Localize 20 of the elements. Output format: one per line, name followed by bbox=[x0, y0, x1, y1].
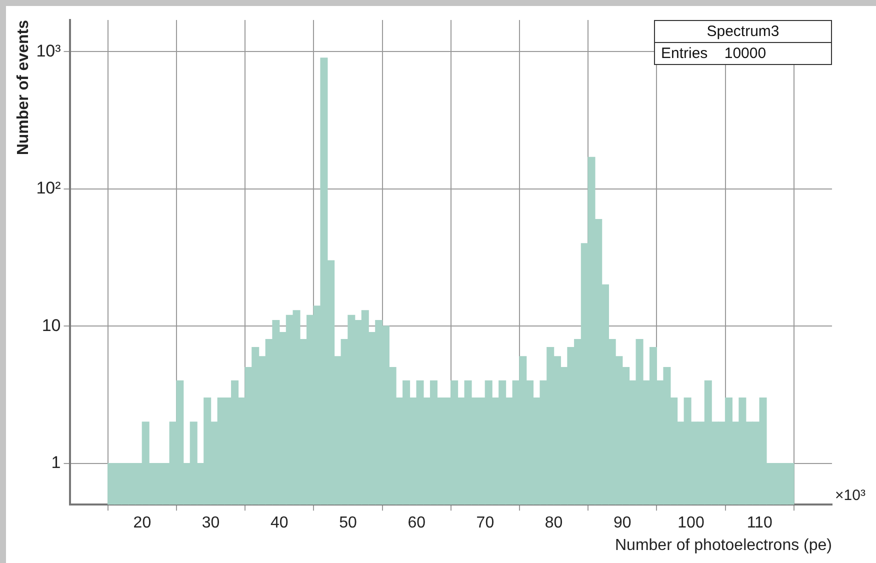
x-axis-title: Number of photoelectrons (pe) bbox=[615, 536, 832, 554]
x-tick-label: 40 bbox=[270, 514, 288, 532]
annotation: Spectrum3 bbox=[706, 22, 780, 42]
annotation: Entries 10000 bbox=[655, 42, 831, 64]
x-tick-label: 100 bbox=[678, 514, 704, 532]
x-tick-label: 60 bbox=[408, 514, 426, 532]
y-tick-label: 10 bbox=[42, 316, 61, 335]
text: ×10³ bbox=[835, 486, 866, 504]
x-tick-label: 90 bbox=[613, 514, 632, 532]
x-tick-label: 80 bbox=[544, 514, 563, 532]
y-axis-title: Number of events bbox=[15, 20, 32, 156]
x-tick-label: 70 bbox=[476, 514, 494, 532]
y-tick-label: 1 bbox=[51, 452, 61, 472]
y-tick-label: 10³ bbox=[36, 41, 62, 60]
stats-box: Spectrum3 Entries 10000 bbox=[654, 20, 832, 65]
x-tick-label: 110 bbox=[746, 514, 772, 532]
x-tick-label: 30 bbox=[202, 514, 220, 532]
x-tick-label: 50 bbox=[339, 514, 357, 532]
y-tick-label: 10² bbox=[36, 178, 62, 198]
x-tick-label: 20 bbox=[133, 514, 152, 532]
